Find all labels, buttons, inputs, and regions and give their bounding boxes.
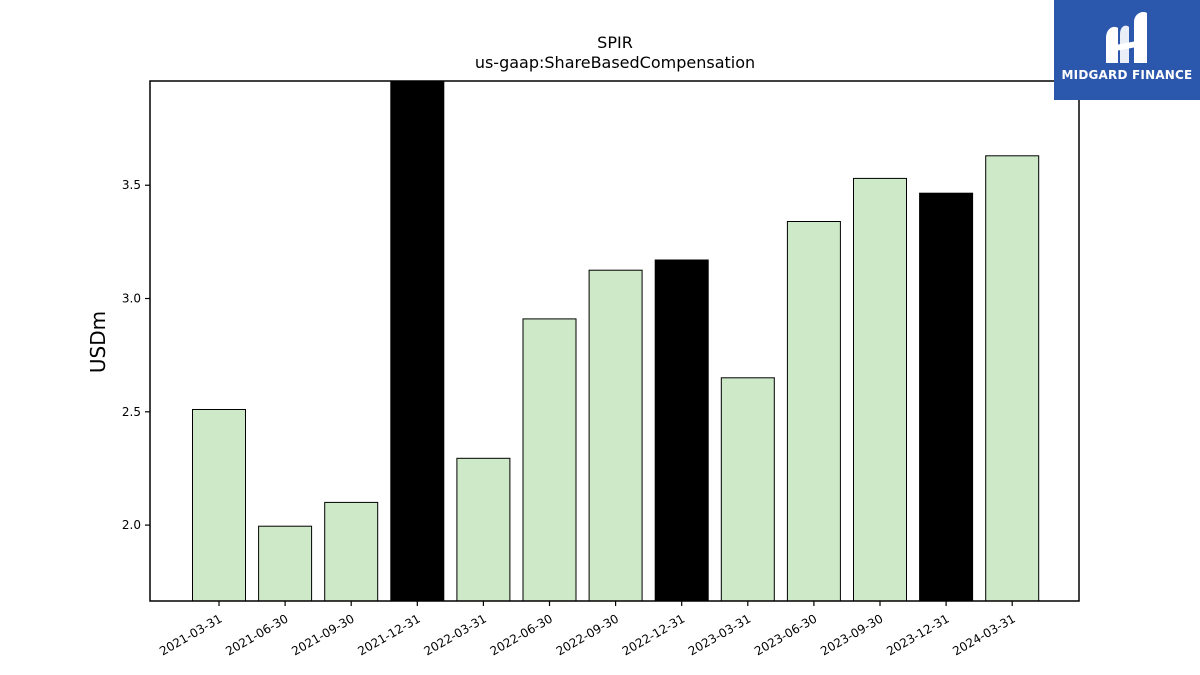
bar-2021-06-30 [258, 525, 313, 602]
x-tick-label: 2023-03-31 [686, 611, 753, 658]
y-tick-label: 3.0 [122, 292, 141, 306]
y-tick-label: 3.5 [122, 178, 141, 192]
x-tick-label: 2021-09-30 [289, 611, 356, 658]
bar-2021-09-30 [324, 501, 379, 602]
bar-2023-12-31 [919, 192, 974, 602]
bar-2022-06-30 [522, 318, 577, 602]
midgard-logo-icon [1106, 12, 1147, 63]
y-axis-label: USDm [86, 311, 110, 373]
x-tick-label: 2021-03-31 [157, 611, 224, 658]
bar-2022-03-31 [456, 457, 511, 602]
x-tick-label: 2022-12-31 [620, 611, 687, 658]
x-ticks-group: 2021-03-312021-06-302021-09-302021-12-31… [157, 601, 1018, 658]
x-tick-label: 2021-12-31 [355, 611, 422, 658]
bar-2021-12-31 [390, 80, 445, 602]
chart-title: SPIR [597, 33, 633, 52]
bar-2023-03-31 [720, 377, 775, 602]
bar-2022-09-30 [588, 269, 643, 602]
x-tick-label: 2022-06-30 [488, 611, 555, 658]
bar-2024-03-31 [985, 155, 1040, 602]
brand-logo: MIDGARD FINANCE [1054, 0, 1200, 100]
chart-subtitle: us-gaap:ShareBasedCompensation [475, 53, 755, 72]
bar-2023-09-30 [853, 177, 907, 602]
x-tick-label: 2023-09-30 [818, 611, 885, 658]
bars-group [192, 80, 1040, 602]
x-tick-label: 2021-06-30 [223, 611, 290, 658]
y-tick-label: 2.0 [122, 518, 141, 532]
x-tick-label: 2022-09-30 [554, 611, 621, 658]
x-tick-label: 2024-03-31 [950, 611, 1017, 658]
bar-2022-12-31 [654, 259, 709, 602]
brand-name: MIDGARD FINANCE [1061, 68, 1193, 82]
bar-2023-06-30 [786, 221, 841, 602]
x-tick-label: 2023-12-31 [884, 611, 951, 658]
y-ticks-group: 2.0 2.5 3.0 3.5 [122, 178, 150, 532]
plot-frame [149, 80, 1080, 602]
x-tick-label: 2023-06-30 [752, 611, 819, 658]
x-tick-label: 2022-03-31 [421, 611, 488, 658]
y-tick-label: 2.5 [122, 405, 141, 419]
bar-2021-03-31 [192, 409, 246, 602]
